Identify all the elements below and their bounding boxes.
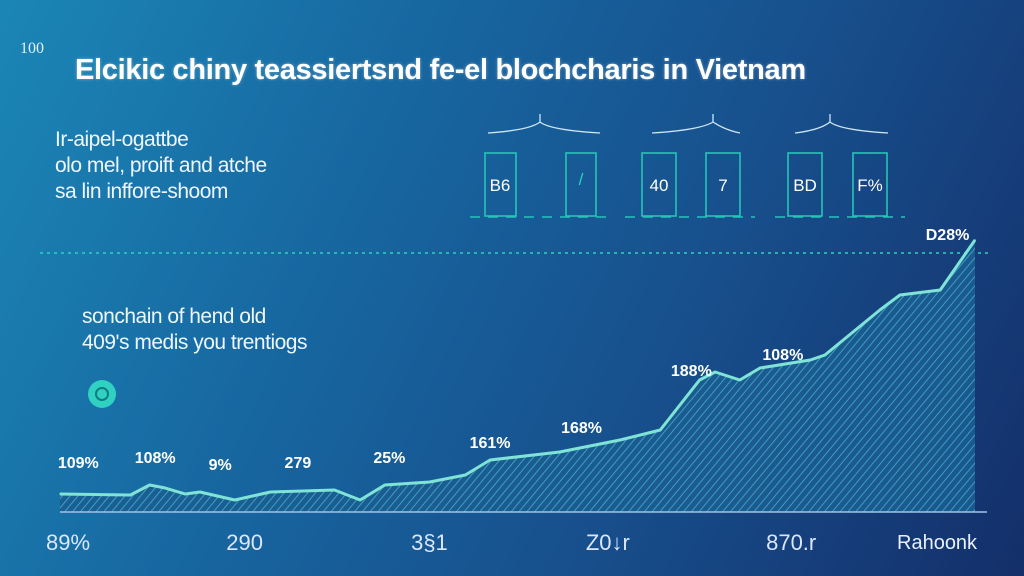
data-point (464, 474, 467, 476)
data-point (809, 359, 812, 361)
data-point (659, 429, 662, 431)
data-label: 108% (135, 450, 176, 467)
data-point (588, 445, 591, 447)
data-point (759, 367, 761, 369)
data-point (384, 484, 386, 486)
data-label: 109% (58, 455, 99, 472)
data-label: 108% (762, 347, 803, 364)
data-point (489, 459, 491, 461)
data-point (184, 493, 187, 495)
data-point (739, 379, 741, 381)
data-point (129, 494, 132, 496)
intro-line: olo mel, proift and atche (55, 154, 267, 177)
stat-box-value: 7 (718, 176, 727, 195)
data-point (939, 289, 942, 291)
series-line (59, 239, 977, 502)
x-tick-label: 3§1 (411, 530, 448, 555)
data-point (698, 379, 701, 381)
data-point (558, 451, 561, 453)
data-point (899, 294, 901, 296)
stat-box-value: BD (793, 176, 817, 195)
data-point (879, 309, 881, 311)
brand-label: Rahoonk (897, 532, 978, 554)
data-label: 279 (285, 455, 312, 472)
data-point (233, 499, 236, 501)
data-label: 168% (561, 420, 602, 437)
page-title: Elcikic chiny teassiertsnd fe-el blochch… (75, 54, 806, 86)
data-point (359, 499, 361, 501)
area-chart: 109% 108% 9% 279 25% 161% 168% 188% 108% D28% 89% 2… (46, 227, 987, 555)
data-label: D28% (926, 227, 970, 244)
corner-number: 100 (20, 40, 44, 57)
x-tick-label: 870.r (766, 530, 816, 555)
data-label: 25% (373, 450, 405, 467)
intro-text: Ir-aipel-ogattbe olo mel, proift and atc… (55, 127, 267, 205)
bracket-group (487, 114, 889, 134)
intro-line: sa lin inffore-shoom (55, 180, 228, 203)
stat-box (705, 152, 741, 217)
note-line: 409's medis you trentiogs (82, 331, 307, 354)
stat-box (852, 152, 888, 217)
stat-box (565, 152, 597, 217)
note-text: sonchain of hend old 409's medis you tre… (82, 304, 307, 356)
data-label: 188% (671, 363, 712, 380)
data-point (974, 239, 976, 241)
data-point (269, 491, 272, 493)
data-point (199, 491, 201, 493)
stat-box (484, 152, 517, 217)
stat-box (641, 152, 677, 217)
x-tick-label: 89% (46, 530, 90, 555)
coin-icon (88, 380, 116, 408)
stat-box-value: B6 (490, 176, 511, 195)
stat-box (787, 152, 823, 217)
data-label: 9% (209, 457, 232, 474)
data-point (824, 354, 826, 356)
bracket (487, 114, 601, 134)
data-point (148, 484, 151, 486)
data-point (164, 487, 167, 489)
x-tick-label: 290 (226, 530, 263, 555)
data-point (428, 481, 431, 483)
data-label: 161% (470, 435, 511, 452)
bracket (794, 114, 889, 134)
intro-line: Ir-aipel-ogattbe (55, 128, 189, 151)
stat-box-value: / (579, 170, 584, 189)
stat-box-value: 40 (650, 176, 669, 195)
area-fill (60, 240, 975, 512)
data-point (59, 493, 61, 495)
data-point (714, 371, 716, 373)
data-point (619, 439, 621, 441)
note-line: sonchain of hend old (82, 305, 266, 328)
stat-box-value: F% (857, 176, 883, 195)
x-tick-label: Z0↓r (586, 530, 630, 555)
bracket (651, 114, 741, 134)
data-point (333, 489, 336, 491)
